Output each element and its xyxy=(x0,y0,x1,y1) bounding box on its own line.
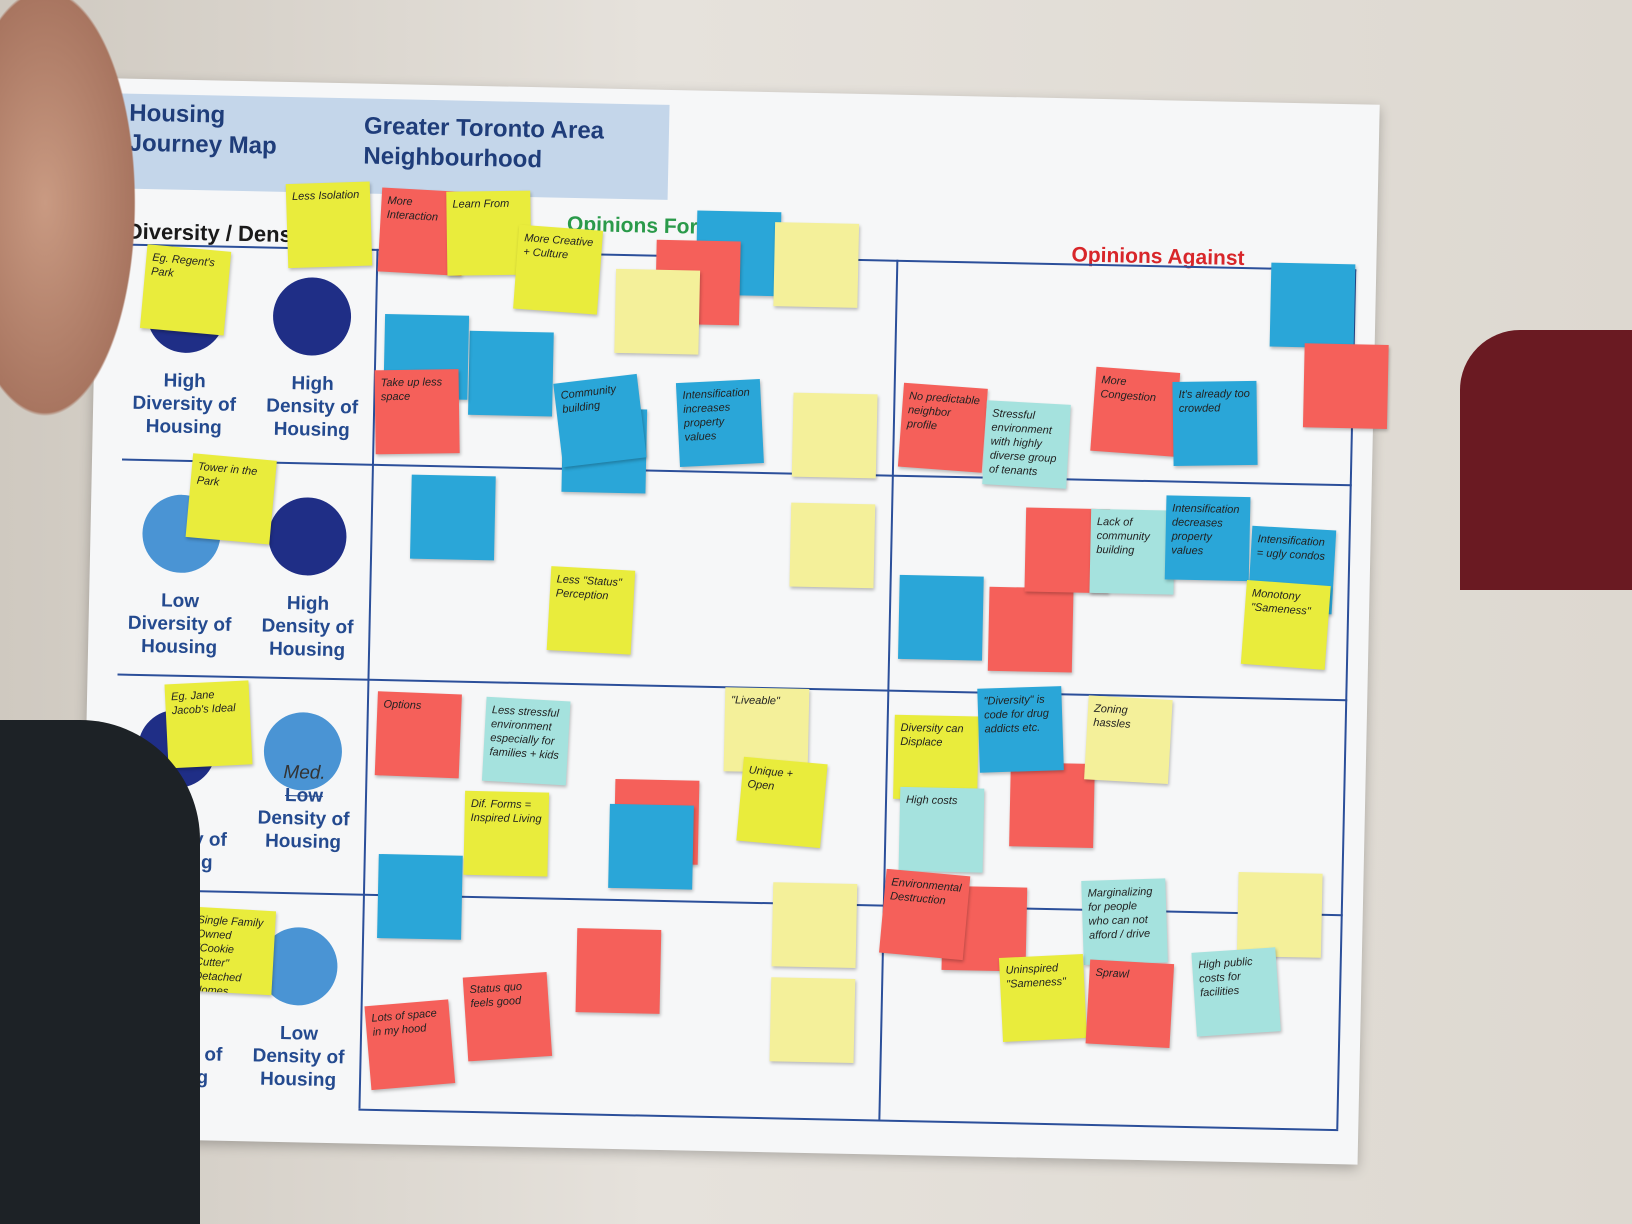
title: Housing Journey Map xyxy=(128,99,277,162)
sticky-note: Eg. Jane Jacob's Ideal xyxy=(164,680,253,769)
sticky-note: Unique + Open xyxy=(736,756,828,849)
label-line: High xyxy=(286,593,330,615)
region: Greater Toronto Area Neighbourhood xyxy=(363,112,604,177)
person-head xyxy=(0,0,150,450)
sticky-note: Marginalizing for people who can not aff… xyxy=(1081,878,1168,965)
sticky-note: Eg. Regent's Park xyxy=(139,244,232,336)
sticky-note: Uninspired "Sameness" xyxy=(998,953,1087,1042)
label-line: Density of xyxy=(266,395,359,419)
sticky-note: Tower in the Park xyxy=(185,453,277,545)
blank-note xyxy=(468,330,554,417)
row-label: Low Density of Housing xyxy=(233,1021,364,1093)
sticky-note: Lots of space in my hood xyxy=(364,999,456,1091)
sticky-note: Community building xyxy=(553,373,647,468)
sticky-note: Take up less space xyxy=(374,369,460,455)
label-line: Density of xyxy=(252,1045,345,1069)
person-body xyxy=(0,720,200,1224)
blank-note xyxy=(410,474,496,561)
poster: Housing Journey Map Greater Toronto Area N… xyxy=(77,78,1389,1165)
label-line: Density of xyxy=(257,807,350,831)
label-line: High xyxy=(291,373,334,395)
label-line: Housing xyxy=(264,830,342,854)
label-line: Low xyxy=(279,1022,319,1045)
blank-note xyxy=(773,222,860,308)
blank-note xyxy=(771,882,858,969)
blank-note xyxy=(608,803,694,890)
sticky-note: Monotony "Sameness" xyxy=(1240,579,1331,670)
label-line: Housing xyxy=(140,635,218,659)
label-line: Low xyxy=(160,590,200,613)
handwritten-edit: Med. xyxy=(283,761,326,784)
blank-note xyxy=(769,977,856,1063)
sticky-note: Zoning hassles xyxy=(1084,695,1173,784)
blank-note xyxy=(789,502,876,589)
region-line: Neighbourhood xyxy=(363,142,543,174)
sticky-note: Status quo feels good xyxy=(462,972,553,1062)
sticky-note: Less Isolation xyxy=(285,181,373,269)
blank-note xyxy=(898,574,984,661)
icon xyxy=(267,496,348,577)
sticky-note: Lack of community building xyxy=(1089,508,1176,595)
sticky-note: No predictable neighbor profile xyxy=(897,382,988,473)
label-line: Density of xyxy=(261,615,354,639)
title-line: Housing xyxy=(128,99,226,129)
sticky-note: Single Family Owned "Cookie Cutter" Deta… xyxy=(187,906,277,996)
sticky-note: Dif. Forms = Inspired Living xyxy=(463,790,550,877)
sticky-note: Sprawl xyxy=(1085,959,1175,1049)
row-label: Med. Low Density of Housing xyxy=(238,760,370,855)
struck-label: Low xyxy=(284,785,324,807)
row-label: High Density of Housing xyxy=(242,591,373,663)
title-line: Journey Map xyxy=(128,129,277,160)
sticky-note: "Diversity" is code for drug addicts etc… xyxy=(977,686,1064,773)
sticky-note: Intensification increases property value… xyxy=(675,379,764,468)
sticky-note: More Creative + Culture xyxy=(513,224,604,315)
blank-note xyxy=(987,586,1074,673)
sticky-note: High public costs for facilities xyxy=(1191,947,1281,1037)
sticky-note: Environmental Destruction xyxy=(879,868,971,961)
divider xyxy=(358,1108,1339,1132)
label-line: Housing xyxy=(268,638,346,662)
label-line: Diversity of xyxy=(127,612,232,636)
row-label: High Density of Housing xyxy=(246,371,377,443)
blank-note xyxy=(791,392,878,479)
blank-note xyxy=(1302,343,1389,430)
blank-note xyxy=(575,928,662,1014)
blank-note xyxy=(377,854,463,940)
sticky-note: Less stressful environment especially fo… xyxy=(481,696,571,786)
icon xyxy=(272,276,352,357)
sticky-note: Intensification decreases property value… xyxy=(1164,495,1251,582)
sticky-note: It's already too crowded xyxy=(1172,380,1258,467)
label-line: Housing xyxy=(259,1068,337,1092)
person-arm xyxy=(1460,330,1632,590)
blank-note xyxy=(1269,262,1356,349)
sticky-note: High costs xyxy=(898,786,985,873)
blank-note xyxy=(1236,872,1323,958)
sticky-note: More Congestion xyxy=(1090,366,1181,457)
blank-note xyxy=(614,268,701,355)
sticky-note: Less "Status" Perception xyxy=(546,566,636,655)
sticky-note: Stressful environment with highly divers… xyxy=(982,400,1071,489)
blank-note xyxy=(1009,762,1095,848)
sticky-note: Options xyxy=(374,691,462,779)
label-line: Housing xyxy=(273,418,350,442)
